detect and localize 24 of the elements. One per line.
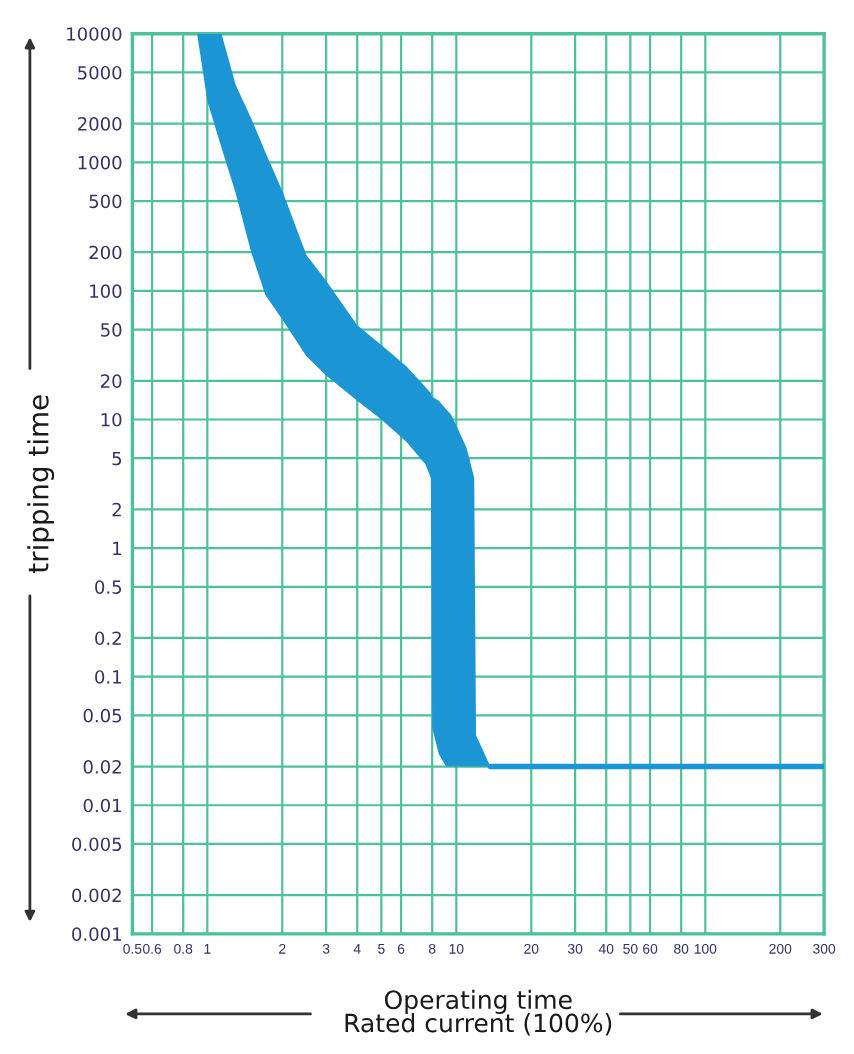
y-tick-label: 0.005 xyxy=(72,837,122,852)
y-tick-label: 20 xyxy=(101,374,122,388)
y-tick-label: 2000 xyxy=(78,117,122,131)
y-tick-label: 5000 xyxy=(78,65,122,80)
y-tick-label: 0.1 xyxy=(95,670,121,684)
y-tick-label: 5 xyxy=(112,451,122,466)
y-tick-label: 200 xyxy=(89,245,122,260)
y-tick-label: 0.2 xyxy=(95,631,121,646)
y-tick-label: 100 xyxy=(90,284,122,299)
y-tick-label: 0.5 xyxy=(95,580,122,594)
y-tick-label: 0.001 xyxy=(72,927,121,941)
y-tick-label: 1000 xyxy=(78,155,122,170)
x-axis-title: Operating time Rated current (100%) xyxy=(345,989,612,1036)
y-tick-label: 10 xyxy=(101,412,122,427)
y-tick-label: 0.01 xyxy=(83,798,121,813)
y-tick-label: 0.05 xyxy=(83,708,122,723)
y-tick-label: 1 xyxy=(113,541,121,555)
y-tick-label: 0.02 xyxy=(83,760,121,774)
y-axis-title: tripping time xyxy=(27,395,55,573)
y-tick-label: 10000 xyxy=(67,27,122,41)
y-tick-label: 2 xyxy=(112,502,121,517)
y-tick-label: 0.002 xyxy=(72,888,121,903)
y-tick-label: 50 xyxy=(101,323,122,337)
y-tick-label: 500 xyxy=(89,194,122,209)
